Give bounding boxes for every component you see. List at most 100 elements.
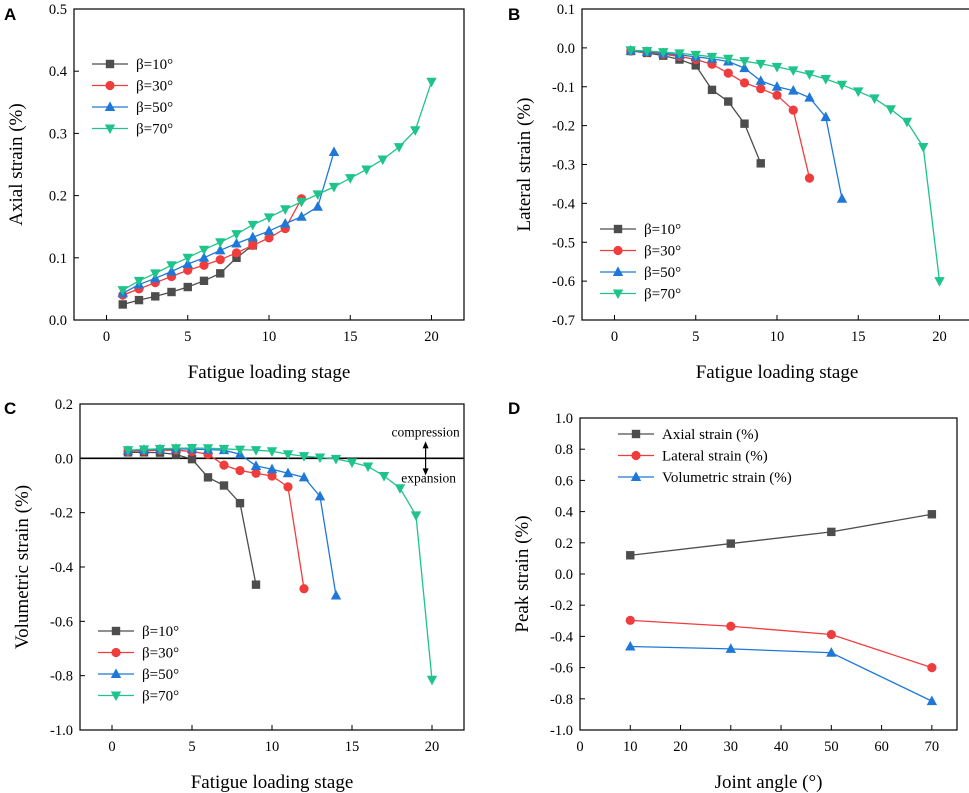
panel-letter: D (508, 399, 520, 418)
data-point (250, 460, 262, 470)
data-point (266, 463, 278, 474)
y-tick-label: -0.6 (50, 614, 73, 630)
y-tick-label: -0.1 (552, 80, 575, 96)
data-point (231, 237, 242, 248)
x-tick-label: 20 (932, 329, 947, 345)
data-point (934, 277, 945, 287)
data-point (312, 190, 323, 200)
data-point (330, 589, 342, 600)
x-tick-label: 60 (874, 739, 889, 755)
series-c-2 (122, 443, 342, 600)
y-tick-label: -0.8 (50, 669, 73, 685)
y-tick-label: -0.2 (552, 119, 575, 135)
data-point (328, 146, 340, 157)
y-tick-label: -0.3 (552, 158, 575, 174)
data-point (820, 111, 831, 122)
data-point (299, 584, 309, 594)
data-point (918, 143, 929, 153)
legend-marker (630, 471, 642, 481)
y-tick-label: 0.3 (49, 126, 67, 142)
y-tick-label: 0.4 (49, 64, 68, 80)
data-point (901, 117, 913, 128)
y-tick-label: 0.6 (555, 473, 573, 489)
series-line (630, 645, 933, 702)
plot-frame (579, 417, 958, 731)
x-axis-title: Fatigue loading stage (188, 362, 351, 383)
legend-label: β=50° (136, 100, 173, 116)
y-tick-label: 1.0 (555, 411, 573, 427)
data-point (394, 484, 406, 494)
data-point (202, 444, 214, 454)
data-point (282, 467, 294, 478)
data-point (314, 490, 326, 501)
data-point (726, 539, 735, 548)
data-point (927, 510, 937, 519)
data-point (739, 62, 750, 73)
data-point (183, 282, 192, 292)
legend-label: β=50° (644, 265, 681, 281)
series-line (127, 448, 337, 596)
plot-frame (73, 8, 465, 321)
data-point (346, 458, 358, 469)
legend-label: β=50° (142, 667, 179, 683)
x-tick-label: 5 (188, 739, 195, 755)
data-point (328, 182, 340, 193)
data-point (869, 94, 880, 105)
series-a-3 (117, 77, 437, 296)
series-d-0 (626, 510, 937, 560)
y-tick-label: -0.4 (50, 560, 74, 576)
data-point (393, 143, 405, 153)
legend: β=10° β=30° β=50° β=70° (600, 222, 681, 303)
data-point (283, 482, 293, 492)
data-point (150, 269, 161, 279)
y-tick-label: 0.0 (557, 41, 575, 57)
data-point (410, 511, 422, 521)
y-tick-label: 0.2 (555, 536, 573, 552)
x-tick-label: 0 (103, 329, 110, 345)
data-point (885, 105, 896, 115)
plot-frame (581, 8, 969, 321)
data-point (314, 453, 326, 464)
data-point (625, 615, 635, 625)
data-point (330, 454, 342, 465)
data-point (215, 244, 226, 255)
data-point (216, 269, 225, 278)
data-point (926, 695, 938, 706)
data-point (198, 245, 210, 256)
x-tick-label: 10 (770, 329, 785, 345)
y-tick-label: -0.6 (550, 661, 573, 677)
data-point (771, 62, 783, 73)
data-point (251, 468, 261, 478)
data-point (756, 159, 765, 168)
series-line (630, 619, 933, 669)
legend-label: β=10° (142, 624, 179, 640)
data-point (804, 173, 815, 183)
y-axis-title: Peak strain (%) (512, 515, 533, 632)
legend: β=10° β=30° β=50° β=70° (92, 57, 173, 138)
y-tick-label: 0.1 (557, 2, 575, 18)
legend-label: β=30° (142, 646, 179, 662)
series-d-1 (625, 615, 937, 673)
x-tick-label: 5 (184, 329, 191, 345)
data-point (134, 295, 144, 305)
data-point (740, 119, 749, 128)
data-point (203, 473, 213, 482)
y-tick-label: 0.2 (55, 397, 73, 413)
y-tick-label: 0.8 (555, 442, 573, 458)
data-point (219, 460, 229, 470)
data-point (826, 629, 836, 640)
annotation-compression: compression (391, 424, 459, 439)
x-axis-title: Fatigue loading stage (696, 362, 859, 383)
data-point (166, 261, 177, 271)
data-point (410, 126, 421, 136)
data-point (755, 75, 766, 85)
series-d-2 (625, 640, 938, 706)
data-point (853, 87, 864, 98)
data-point (234, 445, 246, 456)
legend-label: β=70° (142, 689, 179, 705)
data-point (182, 253, 193, 264)
x-tick-label: 10 (265, 739, 280, 755)
data-point (723, 68, 733, 78)
y-tick-label: 0.4 (555, 505, 574, 521)
